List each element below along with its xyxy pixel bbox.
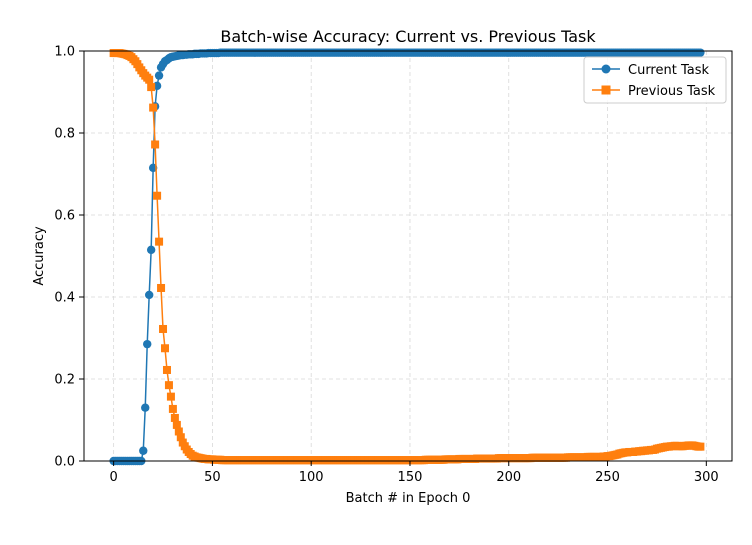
data-point-previous-task: [157, 283, 166, 292]
data-point-previous-task: [155, 237, 164, 246]
data-point-current-task: [143, 339, 152, 349]
data-point-current-task: [146, 245, 156, 255]
y-axis-label: Accuracy: [32, 226, 47, 286]
data-point-current-task: [139, 446, 148, 455]
data-point-previous-task: [168, 404, 177, 413]
data-point-current-task: [154, 71, 164, 80]
x-tick-label: 50: [204, 470, 221, 485]
legend-label-current: Current Task: [628, 63, 709, 78]
data-point-previous-task: [145, 75, 154, 84]
data-point-previous-task: [149, 103, 158, 112]
y-tick-label: 0.6: [54, 209, 75, 224]
data-point-previous-task: [166, 392, 175, 401]
x-tick-label: 100: [299, 470, 324, 485]
data-point-previous-task: [161, 344, 169, 353]
y-tick-label: 0.2: [54, 373, 75, 388]
legend-label-previous: Previous Task: [628, 84, 716, 99]
data-point-previous-task: [164, 381, 173, 390]
data-point-previous-task: [170, 413, 179, 422]
data-point-previous-task: [696, 442, 705, 451]
legend: Current Task Previous Task: [583, 56, 727, 104]
data-point-previous-task: [162, 365, 171, 374]
series-previous-task: [109, 49, 705, 465]
data-point-previous-task: [153, 191, 162, 200]
y-tick-label: 1.0: [54, 45, 75, 60]
data-point-previous-task: [159, 324, 168, 333]
data-point-current-task: [145, 290, 154, 300]
y-tick-label: 0.8: [54, 127, 75, 142]
data-point-previous-task: [172, 420, 181, 429]
tick-layer: 0 50 100 150 200 250 300 0.0 0.2 0.4 0.6 0.8 1.0: [54, 45, 718, 486]
plot-frame: [83, 50, 733, 462]
x-tick-label: 200: [496, 470, 521, 485]
data-point-previous-task: [147, 83, 156, 92]
data-point-current-task: [696, 48, 705, 57]
legend-marker-current: [601, 64, 611, 74]
x-tick-label: 150: [398, 470, 423, 485]
legend-marker-previous: [601, 85, 611, 95]
x-axis-label: Batch # in Epoch 0: [346, 491, 471, 506]
data-point-current-task: [141, 403, 150, 412]
y-tick-label: 0.0: [54, 455, 75, 470]
data-point-previous-task: [174, 427, 183, 436]
x-tick-label: 300: [694, 470, 719, 485]
chart-title: Batch-wise Accuracy: Current vs. Previou…: [220, 27, 596, 46]
x-tick-label: 0: [109, 470, 117, 485]
x-tick-label: 250: [595, 470, 620, 485]
y-tick-label: 0.4: [54, 291, 75, 306]
data-point-previous-task: [151, 140, 160, 149]
data-point-previous-task: [176, 433, 185, 442]
